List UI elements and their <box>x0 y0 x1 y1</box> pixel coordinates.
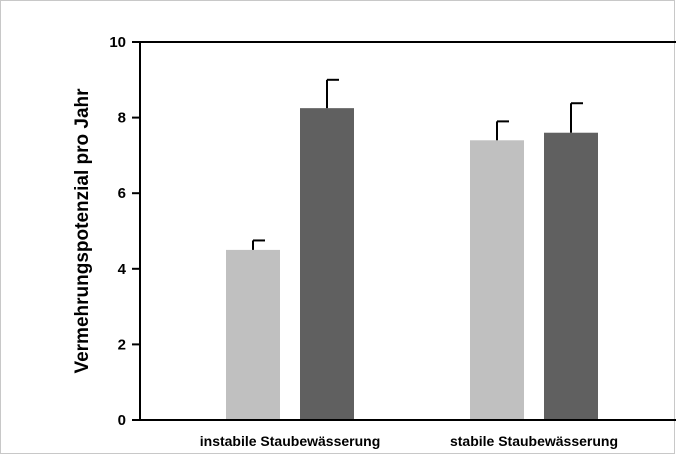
y-ticks-group: 0 2 4 6 8 10 <box>109 34 140 429</box>
x-category-label: instabile Staubewässerung <box>200 433 381 449</box>
y-tick-label: 8 <box>118 110 126 127</box>
y-tick-label: 4 <box>118 261 127 278</box>
y-axis-title: Vermehrungspotenzial pro Jahr <box>72 88 93 374</box>
y-tick-label: 10 <box>109 34 126 51</box>
y-tick-label: 0 <box>118 412 126 429</box>
bar-2-1 <box>300 108 354 421</box>
bars-group <box>226 108 598 421</box>
bar-2-2 <box>544 132 598 420</box>
y-tick-label: 2 <box>118 336 126 353</box>
x-labels-group: instabile Staubewässerung stabile Staubew… <box>200 433 618 449</box>
axes-group <box>139 41 676 421</box>
x-category-label: stabile Staubewässerung <box>450 433 618 449</box>
bar-1-1 <box>226 249 280 420</box>
y-tick-label: 6 <box>118 185 126 202</box>
error-bars-group <box>252 78 583 250</box>
bar-1-2 <box>470 140 524 420</box>
